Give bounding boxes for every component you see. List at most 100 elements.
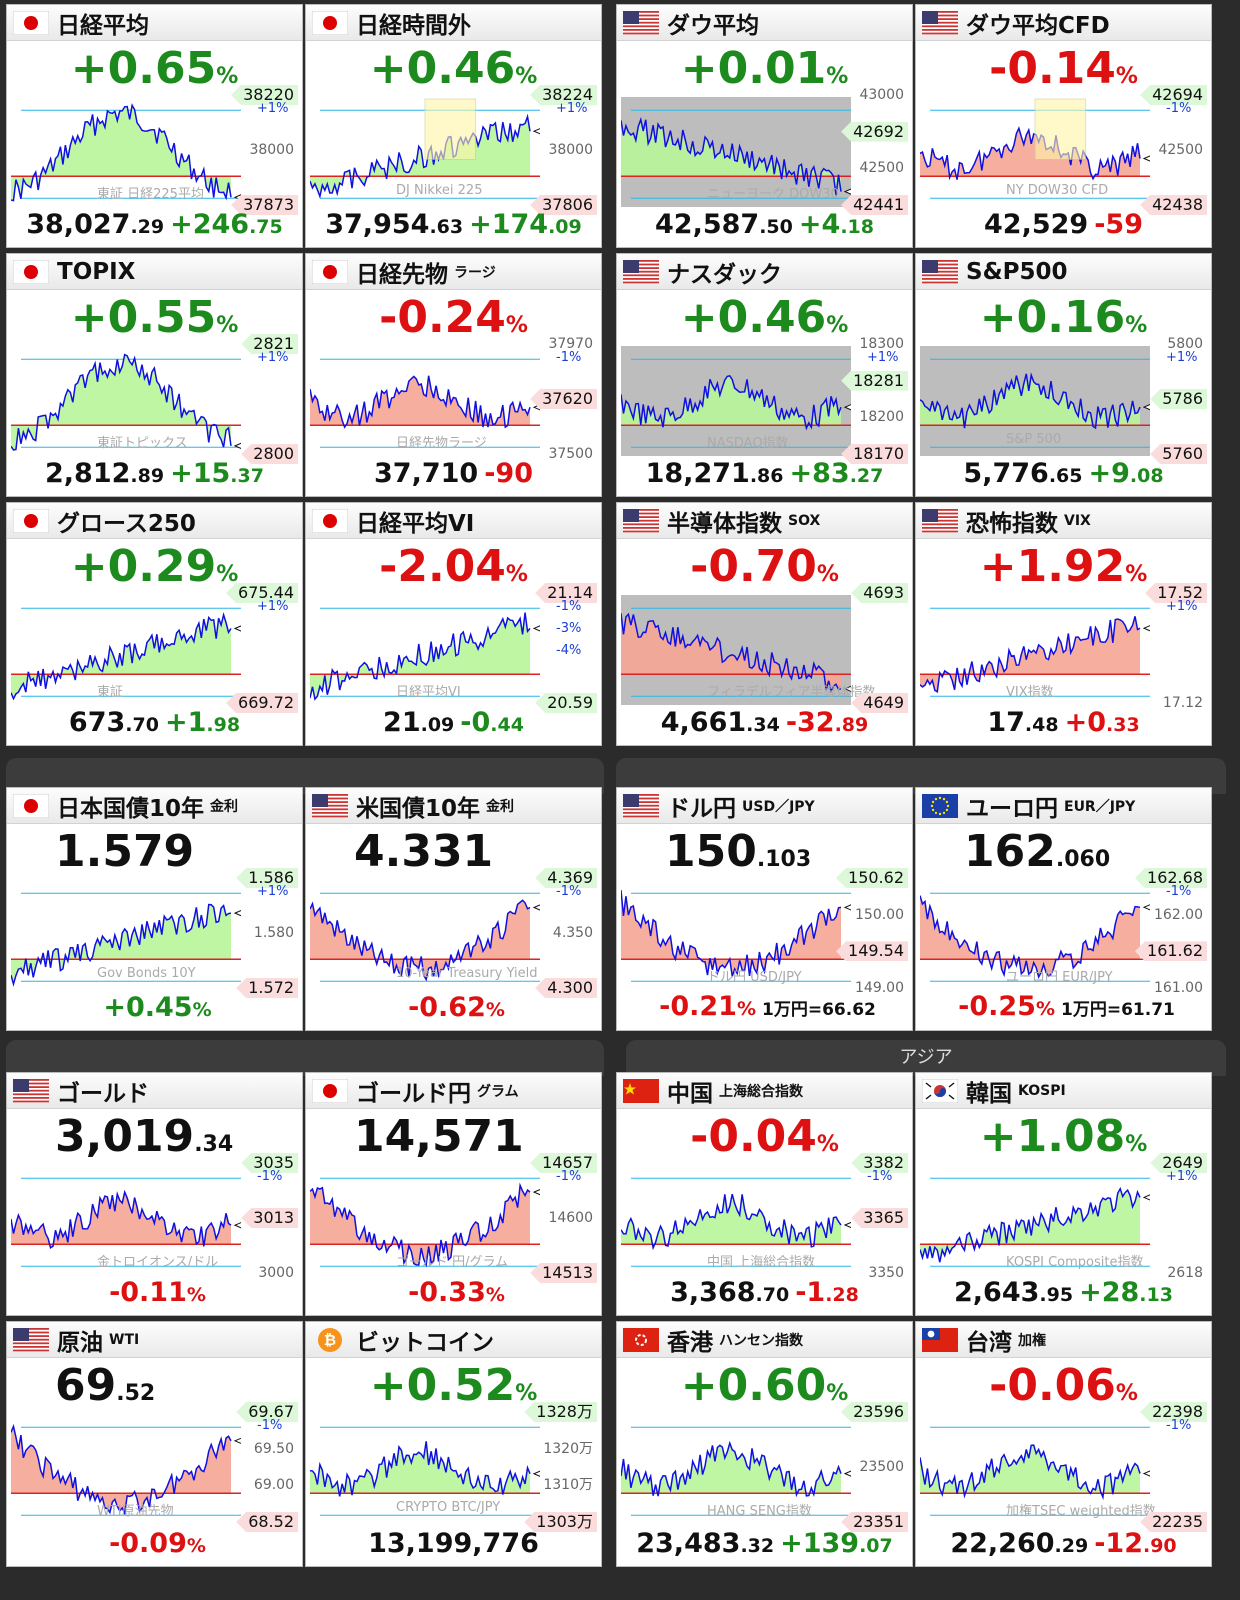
price-change-decimals: .90	[1142, 1535, 1177, 1557]
tile-usdjpy[interactable]: ドル円 USD／JPY 150.103 ドル円 USD/JPY 150.62 150.00…	[616, 787, 913, 1031]
tile-wti[interactable]: 原油 WTI 69.52 WTI原油先物 69.67 69.50 69.00 68.52 -1%…	[6, 1321, 303, 1567]
price-tag: 14513	[530, 1263, 597, 1283]
intraday-chart	[920, 892, 1150, 982]
price-line	[310, 899, 531, 982]
tile-name: 台湾	[966, 1329, 1012, 1356]
tile-hongkong[interactable]: 香港 ハンセン指数 +0.60% HANG SENG指数 23596 23500 23351…	[616, 1321, 913, 1567]
last-price: 42,529	[984, 209, 1089, 240]
tile-sox[interactable]: 半導体指数 SOX -0.70% フィラデルフィア半導体指数 4693 4649 4,661…	[616, 502, 913, 746]
percent-guide-label: +1%	[257, 101, 289, 116]
chart-watermark: Gov Bonds 10Y	[97, 966, 196, 981]
intraday-chart	[621, 1177, 851, 1267]
last-price-decimals: .34	[746, 714, 780, 736]
price-change-int: +0.45	[103, 992, 193, 1023]
intraday-chart	[11, 607, 241, 701]
tile-topix[interactable]: TOPIX +0.55% 東証トピックス 2821 2800 +1% 2,812.89 +15…	[6, 253, 303, 497]
tile-eurjpy[interactable]: ユーロ円 EUR／JPY 162.060 ユーロ円 EUR/JPY 162.68 162.…	[915, 787, 1212, 1031]
price-change-decimals: %	[186, 1535, 206, 1557]
price-tag: 42441	[841, 195, 908, 215]
tile-footer: 5,776.65 +9.08	[916, 456, 1211, 494]
price-tag: 20.59	[535, 693, 597, 713]
tile-sp500[interactable]: S&P500 +0.16% S&P 500 5800 5786 5760 +1% 5,776.…	[915, 253, 1212, 497]
price-line	[920, 895, 1141, 979]
current-price-marker-icon	[843, 404, 851, 411]
tile-name: 日本国債10年	[57, 795, 205, 822]
tile-header: 日経先物 ラージ	[306, 254, 601, 290]
price-change-int: +9	[1088, 458, 1130, 489]
tile-main-value: -0.06%	[916, 1358, 1211, 1422]
tile-name: TOPIX	[57, 258, 136, 285]
change-area	[11, 1192, 231, 1248]
change-area	[920, 895, 1140, 977]
price-change-int: +4	[798, 209, 841, 240]
tile-ust10[interactable]: 米国債10年 金利 4.331 10-Year Treasury Yield 4.369…	[305, 787, 602, 1031]
tile-nasdaq[interactable]: ナスダック +0.46% NASDAQ指数 18300 18281 18200 18170 +…	[616, 253, 913, 497]
price-line	[621, 116, 842, 196]
tile-subname: KOSPI	[1018, 1082, 1066, 1099]
tile-nikkei-vi[interactable]: 日経平均VI -2.04% 日経平均VI 21.14 20.59 -1% -3% -4% 21.…	[305, 502, 602, 746]
intraday-chart	[621, 1426, 851, 1516]
price-line	[621, 890, 842, 977]
tile-footer: -0.25% 1万円=61.71	[916, 989, 1211, 1028]
last-price: 18,271	[645, 458, 750, 489]
current-price-marker-icon	[843, 188, 851, 195]
us-flag-icon	[13, 1078, 49, 1103]
last-price: 21	[383, 707, 421, 738]
tile-gold[interactable]: ゴールド 3,019.34 金トロイオンス/ドル 3035 3013 3000 -1% -0.…	[6, 1072, 303, 1316]
change-area	[621, 613, 841, 691]
price-line	[920, 372, 1141, 430]
tile-vix[interactable]: 恐怖指数 VIX +1.92% VIX指数 17.52 17.12 +1% 17.48 +0.3…	[915, 502, 1212, 746]
tile-taiwan[interactable]: 台湾 加権 -0.06% 加権TSEC weighted指数 22398 22235 -1%…	[915, 1321, 1212, 1567]
chart-watermark: ゴールド 円/グラム	[396, 1255, 509, 1270]
price-tag: 69.50	[253, 1440, 294, 1457]
last-price-decimals: .89	[130, 465, 165, 487]
tile-growth250[interactable]: グロース250 +0.29% 東証 675.44 669.72 +1% 673.70 +1.9…	[6, 502, 303, 746]
price-tag: 149.54	[836, 941, 908, 962]
price-change-int: -32	[785, 707, 835, 738]
last-price: 38,027	[26, 209, 131, 240]
chart-watermark: 加権TSEC weighted指数	[1006, 1504, 1156, 1519]
current-price-marker-icon	[233, 442, 241, 450]
tile-footer: 4,661.34 -32.89	[617, 705, 912, 743]
price-change-int: +139	[780, 1528, 860, 1559]
price-tag: 3350	[868, 1265, 904, 1281]
tile-main-value: -2.04%	[306, 539, 601, 603]
tile-subname: ハンセン指数	[719, 1332, 803, 1349]
jp-flag-icon	[13, 259, 49, 284]
tile-dow[interactable]: ダウ平均 +0.01% ニューヨーク DOW30 43000 42692 42500 424…	[616, 4, 913, 248]
price-tag: 1.580	[253, 925, 294, 941]
main-value-text: -2.04	[379, 541, 506, 592]
price-tag: 675.44	[226, 583, 298, 603]
tile-main-value: +0.16%	[916, 290, 1211, 354]
tile-bitcoin[interactable]: ₿ ビットコイン +0.52% CRYPTO BTC/JPY 1328万 1320万 131…	[305, 1321, 602, 1567]
tile-name: ユーロ円	[966, 795, 1058, 822]
tile-jgb10[interactable]: 日本国債10年 金利 1.579 Gov Bonds 10Y 1.586 1.580 1.5…	[6, 787, 303, 1031]
tile-gold-jpy[interactable]: ゴールド円 グラム 14,571 ゴールド 円/グラム 14657 14600 14513-…	[305, 1072, 602, 1316]
tile-header: 日経平均VI	[306, 503, 601, 539]
price-tag: 5760	[1150, 444, 1207, 464]
price-tag: 69.00	[253, 1477, 294, 1494]
hk-flag-icon	[623, 1327, 659, 1352]
change-area	[310, 1185, 530, 1265]
tile-footer: 42,529 -59	[916, 207, 1211, 245]
tile-subname: 金利	[210, 798, 239, 815]
tile-header: 香港 ハンセン指数	[617, 1322, 912, 1358]
tile-dow-cfd[interactable]: ダウ平均CFD -0.14% NY DOW30 CFD 42694 42500 42438…	[915, 4, 1212, 248]
price-change-int: +1	[164, 707, 207, 738]
main-value-text: +1.92	[979, 541, 1126, 592]
tile-name: 日経時間外	[356, 12, 471, 39]
tile-nikkei[interactable]: 日経平均 +0.65% 東証 日経225平均 38220 38000 37873 +1% 38…	[6, 4, 303, 248]
tile-china[interactable]: 中国 上海総合指数 -0.04% 中国 上海総合指数 3382 3365 3350 -1% 3,…	[616, 1072, 913, 1316]
tile-footer: 38,027.29 +246.75	[7, 207, 302, 245]
main-value-unit: %	[1125, 1132, 1148, 1157]
tile-header: 原油 WTI	[7, 1322, 302, 1358]
tile-korea[interactable]: 韓国 KOSPI +1.08% KOSPI Composite指数 2649 2618 +1…	[915, 1072, 1212, 1316]
tile-subname: 上海総合指数	[719, 1083, 803, 1100]
tile-footer: 2,643.95 +28.13	[916, 1275, 1211, 1313]
tile-nikkei-futures[interactable]: 日経先物 ラージ -0.24% 日経先物ラージ 37970 37620 37500 -1% 37…	[305, 253, 602, 497]
price-line	[11, 1423, 232, 1516]
current-price-marker-icon	[843, 1221, 851, 1229]
change-area	[11, 1426, 231, 1514]
tile-nikkei-night[interactable]: 日経時間外 +0.46% DJ Nikkei 225 38224 38000 37806 +…	[305, 4, 602, 248]
main-value-text: 69	[55, 1360, 117, 1411]
